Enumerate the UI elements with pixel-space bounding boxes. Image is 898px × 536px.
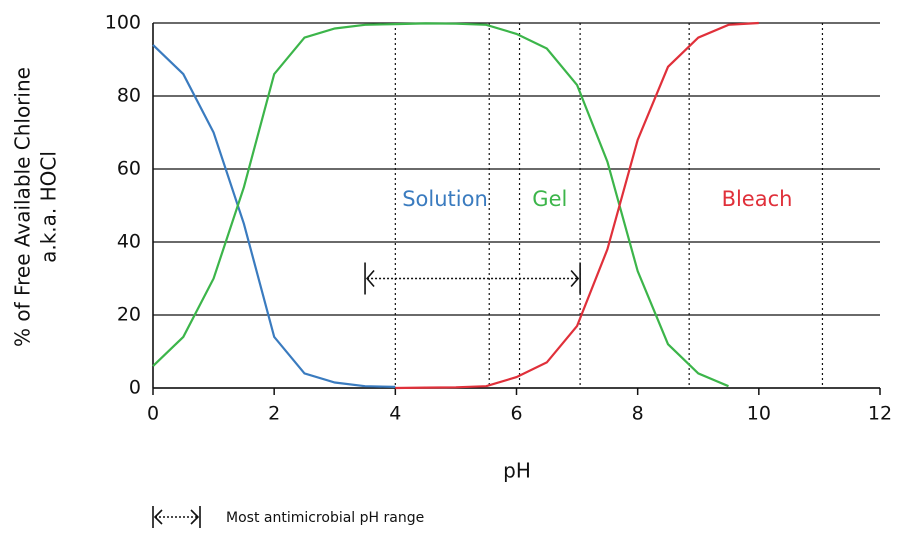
x-tick-label: 10 [747,403,771,425]
data-line [152,44,396,388]
legend-icon [152,506,201,528]
y-tick-label: 40 [117,231,141,253]
legend-text: Most antimicrobial pH range [226,510,424,526]
y-axis-label: a.k.a. HOCl [37,151,61,263]
x-tick-label: 8 [632,403,644,425]
annotation: Bleach [722,187,793,211]
x-tick-label: 12 [868,403,892,425]
y-axis-label: % of Free Available Chlorine [11,67,35,347]
y-tick-label: 0 [129,377,141,399]
annotation: Solution [402,187,488,211]
x-tick-label: 2 [268,403,280,425]
x-tick-label: 4 [389,403,401,425]
arrow-head [365,269,375,288]
y-tick-label: 80 [117,85,141,107]
data-line [395,21,759,390]
data-line [152,22,729,388]
annotation: Gel [532,187,567,211]
y-tick-label: 60 [117,158,141,180]
y-tick-label: 100 [105,12,141,34]
x-axis-label: pH [503,459,531,483]
arrow-head [570,269,580,288]
x-tick-label: 0 [147,403,159,425]
y-tick-label: 20 [117,304,141,326]
x-tick-label: 6 [510,403,522,425]
